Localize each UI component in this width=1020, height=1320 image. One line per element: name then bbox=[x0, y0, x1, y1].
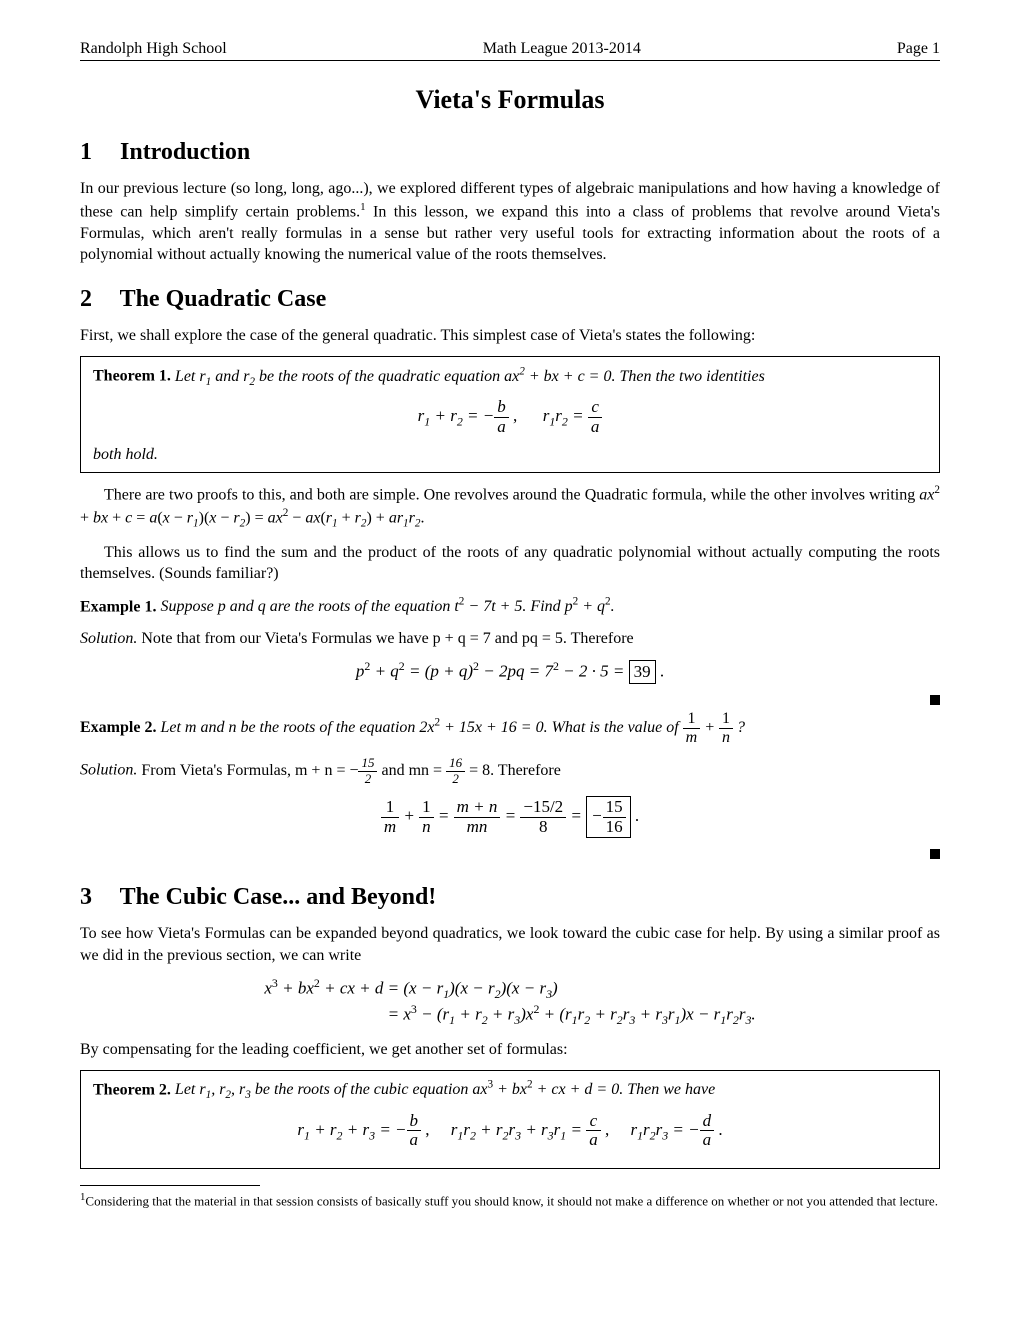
example-2-statement: Let m and n be the roots of the equation… bbox=[160, 719, 745, 736]
solution-2-text-a: From Vieta's Formulas, m + n = − bbox=[141, 762, 358, 779]
theorem-2-label: Theorem 2. bbox=[93, 1081, 171, 1098]
theorem-2-text-d: + cx + d = 0. Then we have bbox=[533, 1081, 716, 1098]
intro-paragraph: In our previous lecture (so long, long, … bbox=[80, 178, 940, 266]
section-1-heading: 1 Introduction bbox=[80, 139, 940, 166]
theorem-2-text-a: Let r bbox=[175, 1081, 206, 1098]
solution-2-text-c: = 8. Therefore bbox=[465, 762, 561, 779]
document-title: Vieta's Formulas bbox=[80, 85, 940, 115]
solution-1: Solution. Note that from our Vieta's For… bbox=[80, 628, 940, 650]
solution-1-body: Note that from our Vieta's Formulas we h… bbox=[141, 630, 633, 647]
example-1-text-c: + q bbox=[578, 598, 605, 615]
solution-2: Solution. From Vieta's Formulas, m + n =… bbox=[80, 756, 940, 786]
qed-1 bbox=[80, 694, 940, 710]
theorem-2-formula: r1 + r2 + r3 = −ba , r1r2 + r2r3 + r3r1 … bbox=[93, 1112, 927, 1150]
example-1-text-d: . bbox=[611, 598, 615, 615]
theorem-2-text-c: + bx bbox=[493, 1081, 527, 1098]
section-3-number: 3 bbox=[80, 884, 114, 911]
example-2: Example 2. Let m and n be the roots of t… bbox=[80, 710, 940, 746]
section-3-heading: 3 The Cubic Case... and Beyond! bbox=[80, 884, 940, 911]
theorem-2-text-b: be the roots of the cubic equation ax bbox=[251, 1081, 488, 1098]
theorem-1-label: Theorem 1. bbox=[93, 368, 171, 385]
solution-2-formula: 1m + 1n = m + nmn = −15/28 = −1516 . bbox=[80, 796, 940, 838]
example-2-text-b: + 15x + 16 = 0. What is the value of bbox=[440, 719, 683, 736]
solution-1-label: Solution. bbox=[80, 630, 137, 647]
theorem-1-text-b: and r bbox=[211, 368, 249, 385]
section-2-title: The Quadratic Case bbox=[120, 286, 327, 312]
proof-1b-paragraph: This allows us to find the sum and the p… bbox=[80, 542, 940, 585]
solution-2-text-b: and mn = bbox=[377, 762, 446, 779]
qed-mark-icon-2 bbox=[930, 849, 940, 859]
theorem-1-statement: Let r1 and r2 be the roots of the quadra… bbox=[175, 368, 765, 385]
page: Randolph High School Math League 2013-20… bbox=[0, 0, 1020, 1320]
section-3-title: The Cubic Case... and Beyond! bbox=[120, 884, 437, 910]
theorem-2-box: Theorem 2. Let r1, r2, r3 be the roots o… bbox=[80, 1070, 940, 1169]
example-1-text-a: Suppose p and q are the roots of the equ… bbox=[160, 598, 458, 615]
header-center: Math League 2013-2014 bbox=[483, 40, 641, 58]
section-1-title: Introduction bbox=[120, 139, 250, 165]
cubic-intro: To see how Vieta's Formulas can be expan… bbox=[80, 923, 940, 966]
header-right: Page 1 bbox=[897, 40, 940, 58]
solution-1-formula: p2 + q2 = (p + q)2 − 2pq = 72 − 2 · 5 = … bbox=[80, 659, 940, 684]
proof-1-paragraph: There are two proofs to this, and both a… bbox=[80, 483, 940, 532]
footnote-rule bbox=[80, 1185, 260, 1186]
proof-1-text: There are two proofs to this, and both a… bbox=[104, 487, 919, 504]
theorem-1-text-c: be the roots of the quadratic equation a… bbox=[255, 368, 519, 385]
cubic-compensate: By compensating for the leading coeffici… bbox=[80, 1039, 940, 1061]
qed-2 bbox=[80, 848, 940, 864]
solution-2-text: From Vieta's Formulas, m + n = −152 and … bbox=[141, 762, 561, 779]
example-1-label: Example 1. bbox=[80, 598, 156, 615]
footnote-1: 1Considering that the material in that s… bbox=[80, 1190, 940, 1210]
qed-mark-icon bbox=[930, 695, 940, 705]
quadratic-intro: First, we shall explore the case of the … bbox=[80, 325, 940, 347]
cubic-expansion: x3 + bx2 + cx + d = (x − r1)(x − r2)(x −… bbox=[80, 976, 940, 1028]
theorem-1-text-a: Let r bbox=[175, 368, 206, 385]
example-1: Example 1. Suppose p and q are the roots… bbox=[80, 595, 940, 618]
section-2-heading: 2 The Quadratic Case bbox=[80, 286, 940, 313]
example-2-text-a: Let m and n be the roots of the equation… bbox=[160, 719, 434, 736]
theorem-1-box: Theorem 1. Let r1 and r2 be the roots of… bbox=[80, 356, 940, 473]
example-2-label: Example 2. bbox=[80, 719, 156, 736]
theorem-2-statement: Let r1, r2, r3 be the roots of the cubic… bbox=[175, 1081, 715, 1098]
section-1-number: 1 bbox=[80, 139, 114, 166]
theorem-1-tail: both hold. bbox=[93, 446, 158, 463]
example-1-statement: Suppose p and q are the roots of the equ… bbox=[160, 598, 614, 615]
theorem-1-text-d: + bx + c = 0. Then the two identities bbox=[525, 368, 765, 385]
footnote-text: Considering that the material in that se… bbox=[85, 1193, 938, 1208]
page-header: Randolph High School Math League 2013-20… bbox=[80, 40, 940, 61]
header-left: Randolph High School bbox=[80, 40, 227, 58]
solution-2-label: Solution. bbox=[80, 762, 137, 779]
theorem-1-formula: r1 + r2 = −ba , r1r2 = ca bbox=[93, 398, 927, 436]
section-2-number: 2 bbox=[80, 286, 114, 313]
example-1-text-b: − 7t + 5. Find p bbox=[464, 598, 572, 615]
